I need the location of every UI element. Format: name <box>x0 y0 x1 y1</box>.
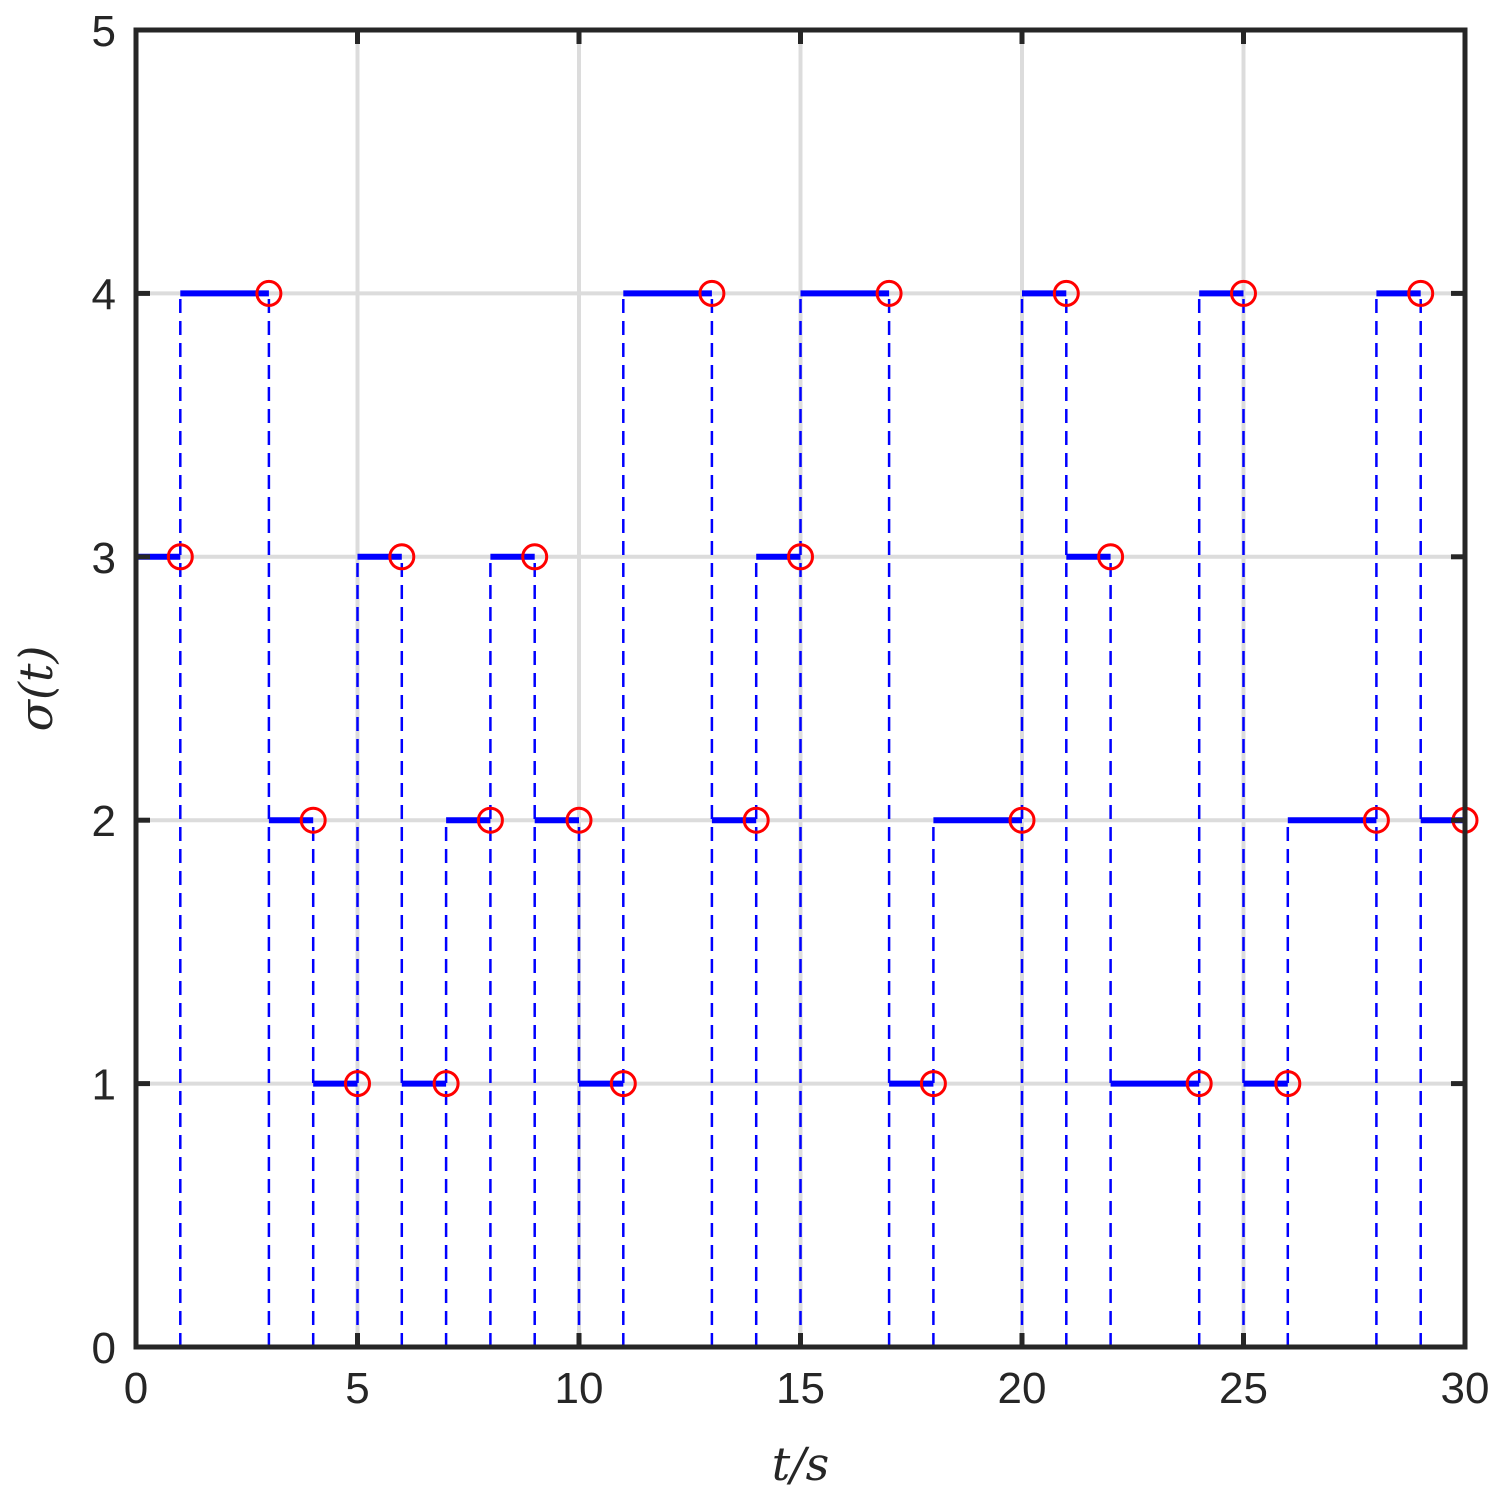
y-tick-label: 5 <box>92 7 116 56</box>
switch-marker <box>344 1070 371 1098</box>
switch-marker <box>432 1070 460 1098</box>
y-tick-label: 0 <box>92 1324 116 1373</box>
switch-marker <box>166 543 194 571</box>
switch-marker <box>1097 543 1125 571</box>
switch-marker <box>1230 279 1257 307</box>
switch-marker <box>742 806 770 834</box>
x-axis-label: t/s <box>772 1437 830 1491</box>
switch-marker <box>255 279 283 307</box>
x-tick-label: 20 <box>998 1364 1047 1413</box>
x-tick-label: 30 <box>1441 1364 1490 1413</box>
grid-lines <box>136 30 1465 1347</box>
axis-ticks: 0 5 10 15 20 25 30 0 1 2 3 4 5 <box>92 7 1490 1413</box>
x-tick-label: 25 <box>1219 1364 1268 1413</box>
x-tick-label: 15 <box>776 1364 825 1413</box>
switch-markers <box>166 279 1479 1098</box>
y-tick-label: 1 <box>92 1061 116 1110</box>
x-tick-label: 0 <box>124 1364 148 1413</box>
y-tick-label: 2 <box>92 797 116 846</box>
switch-marker <box>1274 1070 1302 1098</box>
switch-marker <box>476 806 504 834</box>
x-tick-label: 5 <box>345 1364 369 1413</box>
switch-marker <box>521 543 549 571</box>
switch-marker <box>1008 806 1036 834</box>
step-series <box>136 290 1465 1087</box>
switch-marker <box>1362 806 1390 834</box>
switch-marker <box>388 543 416 571</box>
switch-marker <box>609 1070 637 1098</box>
switch-marker <box>875 279 903 307</box>
switch-marker <box>787 543 814 571</box>
switch-marker <box>299 806 327 834</box>
switch-marker <box>1185 1070 1213 1098</box>
switch-marker <box>1407 279 1435 307</box>
switch-marker <box>565 806 593 834</box>
x-tick-label: 10 <box>555 1364 604 1413</box>
switch-marker <box>1052 279 1080 307</box>
y-axis-label: σ(t) <box>9 646 63 732</box>
y-tick-label: 4 <box>92 270 116 319</box>
y-tick-label: 3 <box>92 534 116 583</box>
switch-marker <box>919 1070 947 1098</box>
switch-marker <box>698 279 726 307</box>
